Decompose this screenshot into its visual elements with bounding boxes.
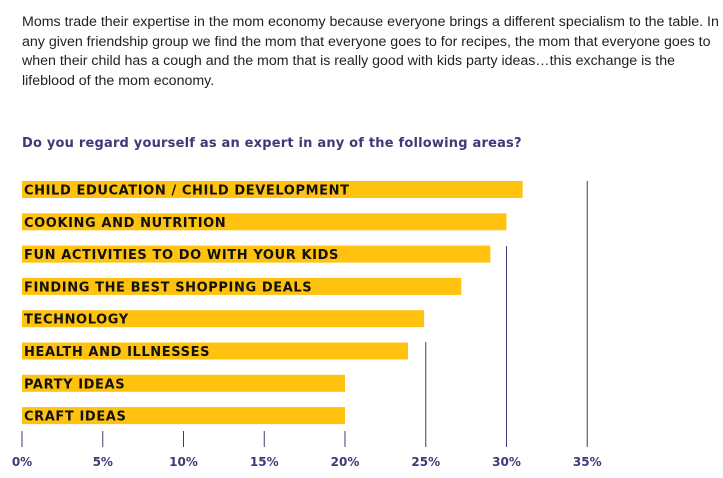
category-label-7: CRAFT IDEAS xyxy=(24,410,126,425)
x-axis-ticks xyxy=(21,431,588,447)
category-labels: CHILD EDUCATION / CHILD DEVELOPMENT COOKI… xyxy=(24,184,350,425)
category-label-4: TECHNOLOGY xyxy=(24,313,129,328)
bar-6 xyxy=(22,374,345,392)
x-tick-label-5: 5% xyxy=(93,455,113,469)
category-label-6: PARTY IDEAS xyxy=(24,377,125,392)
chart-title: Do you regard yourself as an expert in a… xyxy=(22,136,522,151)
bar-4 xyxy=(22,310,425,328)
gridlines xyxy=(425,181,588,431)
x-axis-tick-labels: 0% 5% 10% 15% 20% 25% 30% 35% xyxy=(12,455,602,469)
x-tick-label-20: 20% xyxy=(331,455,360,469)
intro-paragraph: Moms trade their expertise in the mom ec… xyxy=(22,14,719,89)
x-tick-label-35: 35% xyxy=(573,455,602,469)
bar-1 xyxy=(22,213,507,231)
bar-7 xyxy=(22,407,345,425)
bar-0 xyxy=(22,181,523,198)
x-tick-label-15: 15% xyxy=(250,455,279,469)
bar-5 xyxy=(22,342,408,360)
category-label-5: HEALTH AND ILLNESSES xyxy=(24,345,210,360)
x-tick-label-30: 30% xyxy=(492,455,521,469)
category-label-0: CHILD EDUCATION / CHILD DEVELOPMENT xyxy=(24,184,350,199)
category-label-1: COOKING AND NUTRITION xyxy=(24,216,226,231)
bars xyxy=(22,181,523,425)
bar-2 xyxy=(22,245,491,263)
x-tick-label-0: 0% xyxy=(12,455,32,469)
category-label-3: FINDING THE BEST SHOPPING DEALS xyxy=(24,280,312,295)
x-tick-label-10: 10% xyxy=(169,455,198,469)
x-tick-label-25: 25% xyxy=(411,455,440,469)
bar-3 xyxy=(22,277,462,295)
category-label-2: FUN ACTIVITIES TO DO WITH YOUR KIDS xyxy=(24,248,339,263)
